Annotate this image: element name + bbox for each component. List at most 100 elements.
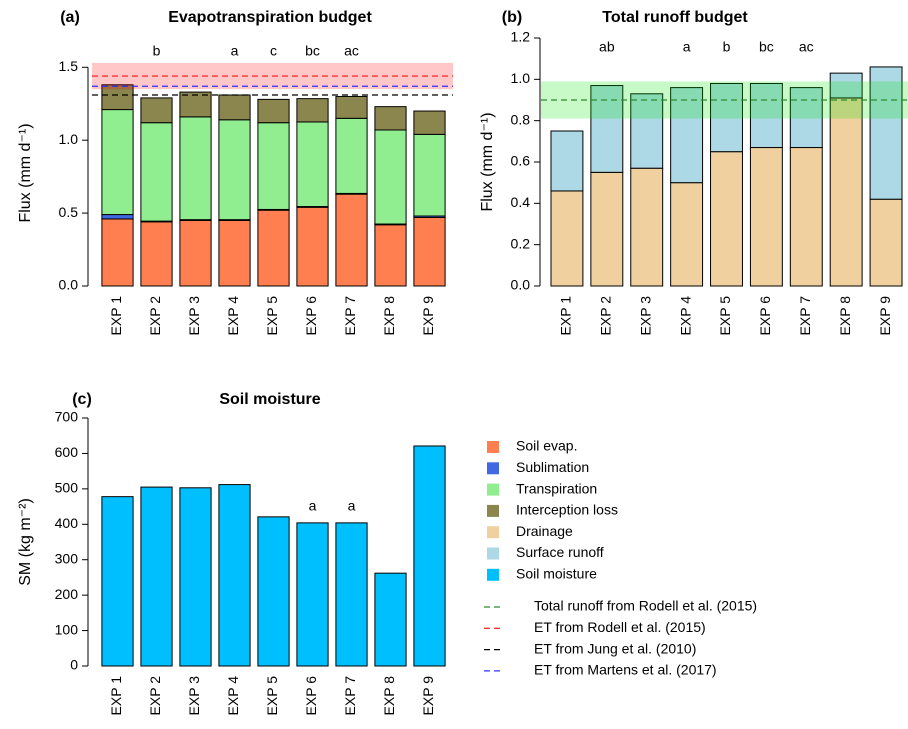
bar-segment (829, 72, 863, 99)
x-tick-label: EXP 2 (598, 296, 614, 336)
legend-label: ET from Jung et al. (2010) (534, 640, 696, 656)
x-tick-label: EXP 5 (717, 296, 733, 336)
y-tick-label: 500 (55, 480, 79, 496)
bar-segment (710, 151, 743, 287)
legend-label: ET from Martens et al. (2017) (534, 662, 717, 678)
legend-label: Soil moisture (516, 566, 597, 582)
legend-swatch (487, 483, 499, 496)
bar-segment (218, 219, 251, 287)
significance-letter: ab (599, 39, 615, 55)
x-tick-label: EXP 1 (108, 676, 124, 716)
y-axis-label: Flux (mm d⁻¹) (479, 112, 496, 211)
bar-segment (335, 522, 368, 667)
x-tick-label: EXP 7 (342, 676, 358, 716)
significance-letter: a (683, 39, 691, 55)
x-tick-label: EXP 4 (225, 676, 241, 716)
bar-segment (257, 122, 290, 210)
panel-label: (a) (60, 9, 80, 26)
y-tick-label: 600 (55, 444, 79, 460)
chart-title: Soil moisture (219, 391, 320, 408)
bar-segment (257, 209, 290, 287)
significance-letter: bc (759, 39, 774, 55)
bar-segment (829, 97, 863, 287)
y-tick-label: 100 (55, 621, 79, 637)
x-tick-label: EXP 7 (342, 296, 358, 336)
panel-label: (b) (502, 9, 522, 26)
x-tick-label: EXP 4 (225, 296, 241, 336)
panel-label: (c) (72, 391, 92, 408)
bar-segment (140, 486, 173, 667)
significance-letter: ac (799, 39, 814, 55)
bar-segment (374, 129, 407, 225)
y-tick-label: 1.2 (511, 29, 531, 45)
significance-letter: a (231, 43, 239, 59)
legend-label: Interception loss (516, 502, 618, 518)
bar-segment (140, 97, 173, 124)
bar-segment (749, 147, 783, 287)
bar-segment (413, 133, 446, 217)
y-tick-label: 1.5 (59, 58, 79, 74)
bar-segment (257, 516, 290, 667)
bar-segment (630, 93, 664, 169)
legend-label: Total runoff from Rodell et al. (2015) (534, 598, 757, 614)
legend-label: Transpiration (516, 480, 597, 496)
y-tick-label: 0.6 (511, 153, 531, 169)
bar-segment (335, 117, 368, 194)
bar-segment (374, 224, 407, 287)
bar-segment (869, 198, 903, 287)
chart-title: Evapotranspiration budget (168, 9, 372, 26)
x-tick-label: EXP 4 (677, 296, 693, 336)
y-tick-label: 0.0 (511, 277, 531, 293)
x-tick-label: EXP 9 (877, 296, 893, 336)
bar-segment (374, 572, 407, 667)
y-tick-label: 0.0 (59, 277, 79, 293)
bar-segment (179, 487, 212, 667)
y-tick-label: 400 (55, 515, 79, 531)
legend-label: ET from Rodell et al. (2015) (534, 619, 706, 635)
y-tick-label: 1.0 (59, 131, 79, 147)
x-tick-label: EXP 2 (147, 676, 163, 716)
legend-swatch (487, 547, 499, 560)
y-tick-label: 0.8 (511, 111, 531, 127)
bar-segment (179, 219, 212, 287)
y-tick-label: 0.4 (511, 194, 531, 210)
x-tick-label: EXP 9 (420, 676, 436, 716)
bar-segment (413, 445, 446, 667)
bar-segment (101, 109, 134, 216)
significance-letter: c (270, 43, 277, 59)
bar-segment (789, 147, 823, 287)
significance-letter: b (153, 43, 161, 59)
bar-segment (101, 214, 134, 220)
x-tick-label: EXP 6 (303, 296, 319, 336)
significance-letter: bc (305, 43, 320, 59)
bar-segment (218, 119, 251, 221)
legend-label: Sublimation (516, 459, 589, 475)
legend-label: Soil evap. (516, 438, 577, 454)
bar-segment (296, 206, 329, 287)
x-tick-label: EXP 6 (303, 676, 319, 716)
x-tick-label: EXP 3 (186, 676, 202, 716)
y-tick-label: 0.2 (511, 235, 531, 251)
bar-segment (550, 190, 584, 287)
x-tick-label: EXP 6 (757, 296, 773, 336)
bar-segment (590, 171, 624, 287)
legend-label: Drainage (516, 523, 573, 539)
legend-swatch (487, 462, 499, 475)
bar-segment (413, 216, 446, 287)
bar-segment (101, 218, 134, 287)
x-tick-label: EXP 5 (264, 676, 280, 716)
y-tick-label: 0.5 (59, 204, 79, 220)
chart-title: Total runoff budget (602, 9, 748, 26)
bar-segment (550, 130, 584, 192)
bar-segment (101, 84, 134, 111)
x-tick-label: EXP 5 (264, 296, 280, 336)
legend-swatch (487, 441, 499, 453)
y-tick-label: 0 (70, 657, 78, 673)
bar-segment (789, 87, 823, 149)
y-tick-label: 200 (55, 586, 79, 602)
x-tick-label: EXP 7 (797, 296, 813, 336)
legend-swatch (487, 504, 499, 517)
bar-segment (257, 98, 290, 124)
bar-segment (218, 94, 251, 121)
